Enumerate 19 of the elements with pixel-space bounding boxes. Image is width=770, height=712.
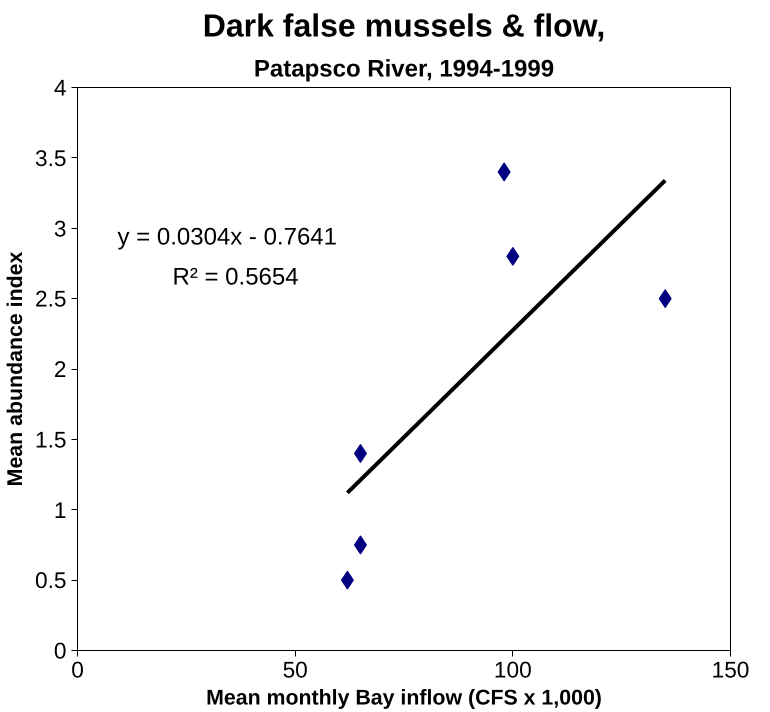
y-tick-label: 3.5: [35, 144, 67, 171]
x-axis-title: Mean monthly Bay inflow (CFS x 1,000): [206, 686, 602, 710]
x-tick-label: 100: [494, 656, 532, 682]
y-tick-label: 3: [54, 215, 67, 242]
chart-subtitle: Patapsco River, 1994-1999: [254, 56, 554, 82]
y-tick-label: 2.5: [35, 286, 67, 312]
annotation: R² = 0.5654: [172, 264, 299, 290]
annotation: y = 0.0304x - 0.7641: [118, 224, 337, 250]
y-tick-label: 0: [54, 638, 67, 664]
chart-title: Dark false mussels & flow,: [202, 8, 606, 44]
x-tick-label: 50: [282, 656, 308, 682]
y-tick-label: 0.5: [35, 567, 67, 594]
x-tick-label: 0: [71, 656, 84, 682]
x-tick-label: 150: [712, 656, 750, 682]
y-tick-label: 1: [54, 496, 67, 523]
y-tick-label: 2: [54, 356, 67, 382]
y-tick-label: 4: [54, 74, 67, 100]
y-tick-label: 1.5: [35, 426, 67, 452]
y-axis-title: Mean abundance index: [3, 252, 28, 486]
